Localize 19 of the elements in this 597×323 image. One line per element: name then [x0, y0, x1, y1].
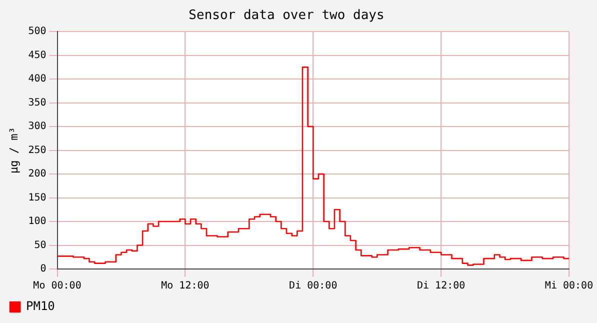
y-tick-label: 300	[28, 121, 46, 132]
x-tick-label: Di 12:00	[416, 280, 466, 292]
y-tick-label: 500	[28, 26, 46, 38]
y-tick-label: 200	[28, 168, 46, 180]
x-tick-label: Mi 00:00	[544, 280, 594, 292]
y-tick-label: 350	[28, 97, 46, 108]
x-tick-label: Mo 12:00	[161, 280, 210, 292]
y-axis-title: µg / m³	[7, 127, 20, 174]
x-tick-label: Di 00:00	[289, 280, 338, 292]
y-tick-label: 150	[28, 192, 46, 204]
y-tick-label: 250	[28, 144, 46, 156]
x-tick-label: Mo 00:00	[33, 280, 82, 292]
y-tick-label: 400	[28, 74, 46, 85]
chart-title: Sensor data over two days	[188, 8, 384, 24]
y-tick-label: 0	[40, 264, 46, 275]
y-tick-label: 450	[28, 50, 46, 61]
y-tick-label: 50	[34, 240, 46, 251]
y-tick-label: 100	[28, 216, 46, 228]
legend-label: PM10	[26, 299, 55, 314]
